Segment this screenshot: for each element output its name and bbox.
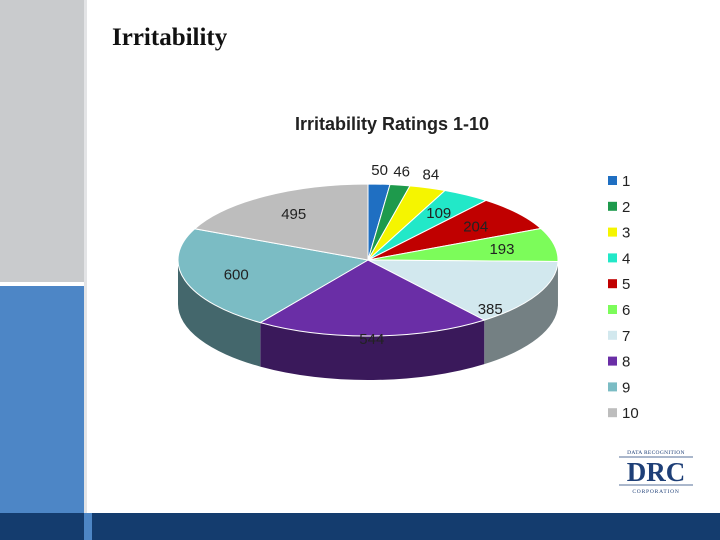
footer-band	[0, 513, 720, 540]
data-label-7: 385	[478, 301, 503, 318]
legend-swatch-1	[608, 176, 617, 185]
drc-logo: DATA RECOGNITION DRC CORPORATION	[619, 450, 693, 495]
legend-swatch-5	[608, 279, 617, 289]
legend-label-8: 8	[622, 354, 630, 371]
sidebar-divider	[84, 0, 87, 540]
sidebar-gray-block	[0, 0, 84, 282]
data-label-10: 495	[281, 206, 306, 223]
legend-swatch-7	[608, 330, 617, 340]
logo-main-text: DRC	[627, 457, 686, 487]
legend-label-7: 7	[622, 328, 630, 345]
sidebar-blue-block	[0, 286, 84, 540]
logo-bottom-text: CORPORATION	[632, 489, 679, 495]
pie-slice-7	[367, 259, 559, 321]
legend-label-6: 6	[622, 302, 630, 319]
slide-title: Irritability	[112, 24, 228, 51]
pie-sides	[178, 260, 558, 380]
legend-swatch-6	[608, 305, 617, 314]
legend-swatch-2	[608, 201, 617, 211]
data-label-2: 46	[393, 163, 410, 180]
data-label-1: 50	[371, 162, 388, 179]
data-label-8: 544	[359, 331, 384, 348]
pie-side-7	[484, 261, 558, 365]
legend-label-1: 1	[622, 173, 630, 190]
legend-swatch-10	[608, 408, 617, 418]
pie-slice-10	[193, 183, 369, 261]
data-label-9: 600	[224, 267, 249, 284]
legend-swatch-9	[608, 382, 617, 392]
chart-title: Irritability Ratings 1-10	[295, 114, 489, 134]
logo-top-text: DATA RECOGNITION	[627, 450, 685, 456]
legend-label-9: 9	[622, 379, 630, 396]
legend-label-5: 5	[622, 276, 630, 293]
data-label-4: 109	[426, 205, 451, 222]
pie-side-9	[178, 260, 261, 367]
legend-label-10: 10	[622, 405, 639, 422]
data-label-3: 84	[423, 167, 440, 184]
data-label-5: 204	[463, 218, 488, 235]
pie-side-8	[260, 320, 485, 380]
pie-slice-8	[258, 259, 486, 337]
legend-swatch-4	[608, 253, 617, 263]
legend-label-4: 4	[622, 250, 630, 267]
data-label-6: 193	[489, 241, 514, 258]
pie-slices	[177, 183, 559, 337]
legend-swatch-3	[608, 227, 617, 237]
sidebar-gap	[0, 282, 84, 286]
pie-slice-9	[177, 228, 370, 324]
legend-swatch-8	[608, 356, 617, 366]
legend-label-3: 3	[622, 225, 630, 242]
legend-label-2: 2	[622, 199, 630, 216]
footer-accent	[84, 513, 92, 540]
legend: 1 2 3 4 5 6 7 8 9 10	[608, 173, 639, 422]
